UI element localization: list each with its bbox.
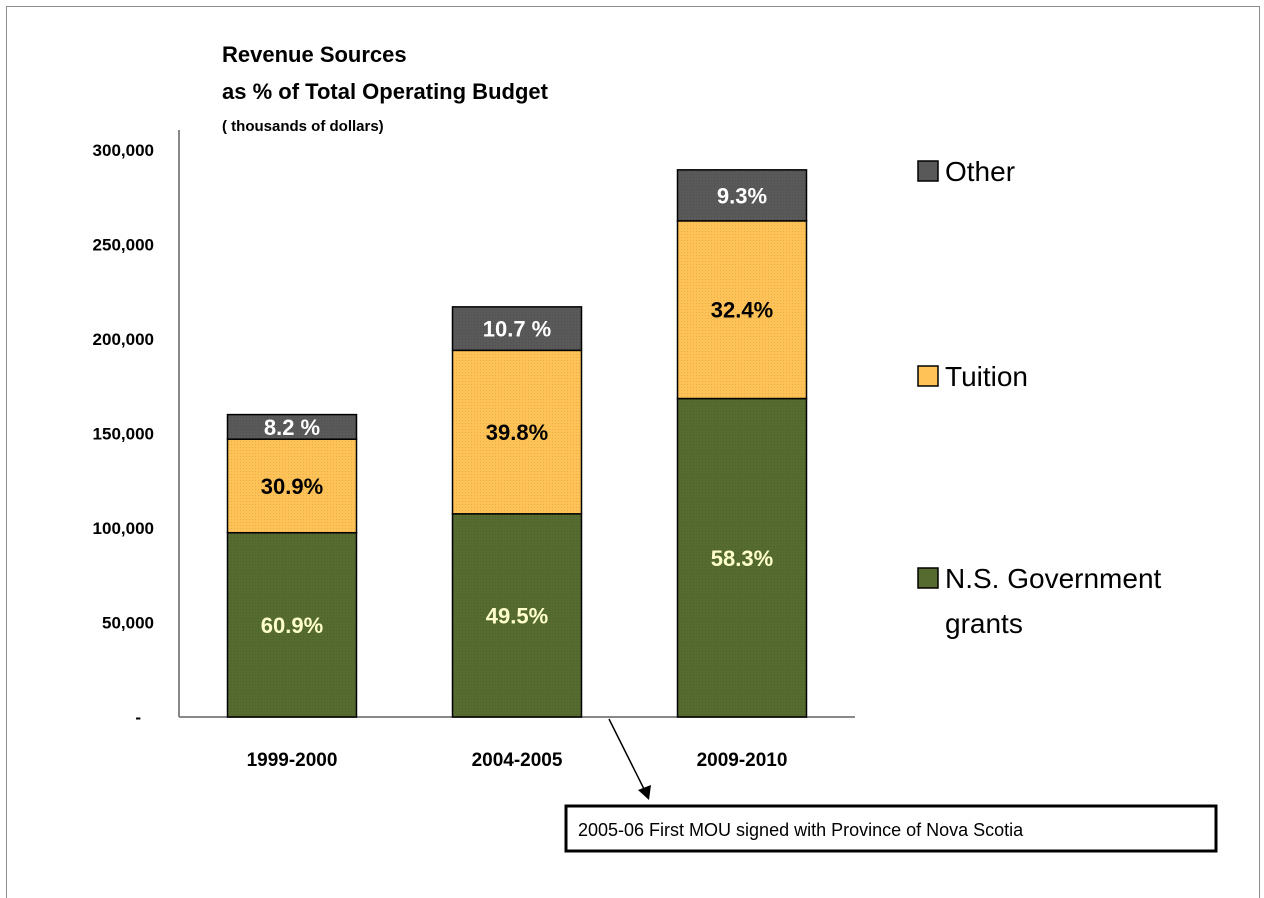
x-category-label: 2004-2005 xyxy=(472,750,563,771)
data-label: 10.7 % xyxy=(483,317,552,342)
x-category-label: 1999-2000 xyxy=(247,750,338,771)
y-tick-label: 300,000 xyxy=(93,141,154,160)
bars: 60.9% 30.9% 8.2 % 1999-2000 49.5% 39.8% 10.7 %… xyxy=(226,169,808,771)
bar-segment-texture xyxy=(677,169,807,221)
data-label: 32.4% xyxy=(711,298,773,323)
legend: Other Tuition N.S. Government grants xyxy=(917,156,1162,639)
bar-segment-texture xyxy=(227,439,357,533)
chart-subtitle: ( thousands of dollars) xyxy=(222,118,384,135)
data-label: 60.9% xyxy=(261,613,323,638)
legend-swatch xyxy=(917,160,939,182)
legend-label: Other xyxy=(945,156,1015,187)
x-category-label: 2009-2010 xyxy=(697,750,788,771)
data-label: 30.9% xyxy=(261,474,323,499)
legend-label: Tuition xyxy=(945,361,1028,392)
y-tick-label: 50,000 xyxy=(102,614,154,633)
bar-segment-texture xyxy=(677,220,807,399)
annotation-arrow-line xyxy=(608,718,647,794)
y-tick-label: 100,000 xyxy=(93,519,154,538)
bar-segment-texture xyxy=(227,532,357,717)
y-tick-label: - xyxy=(135,708,141,727)
chart-title: Revenue Sources xyxy=(222,42,407,67)
data-label: 8.2 % xyxy=(264,415,320,440)
chart-title-line2: as % of Total Operating Budget xyxy=(222,79,549,104)
annotation: 2005-06 First MOU signed with Province o… xyxy=(564,718,1218,853)
y-tick-label: 150,000 xyxy=(93,425,154,444)
bar-segment-texture xyxy=(227,414,357,440)
data-label: 9.3% xyxy=(717,183,767,208)
bar-segment-texture xyxy=(452,306,582,351)
bar-segment-texture xyxy=(677,398,807,717)
legend-label: grants xyxy=(945,608,1023,639)
y-tick-label: 250,000 xyxy=(93,236,154,255)
legend-swatch xyxy=(917,365,939,387)
chart-frame xyxy=(6,6,1260,898)
data-label: 39.8% xyxy=(486,420,548,445)
y-tick-label: 200,000 xyxy=(93,330,154,349)
annotation-text: 2005-06 First MOU signed with Province o… xyxy=(578,820,1024,840)
bar-segment-texture xyxy=(452,350,582,514)
annotation-arrowhead xyxy=(638,785,651,800)
annotation-box xyxy=(564,804,1218,853)
legend-swatch xyxy=(917,567,939,589)
legend-label: N.S. Government xyxy=(945,563,1162,594)
data-label: 49.5% xyxy=(486,603,548,628)
bar-segment-texture xyxy=(452,513,582,717)
data-label: 58.3% xyxy=(711,546,773,571)
